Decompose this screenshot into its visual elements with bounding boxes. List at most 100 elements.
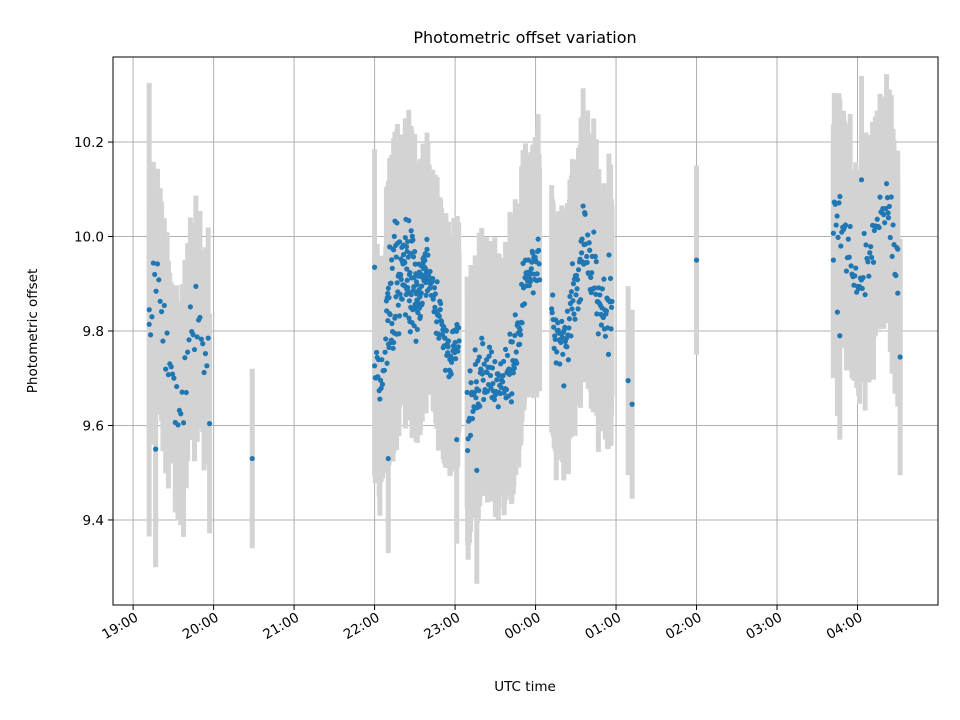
data-point xyxy=(377,396,383,402)
data-point xyxy=(178,411,184,417)
data-point xyxy=(411,323,417,329)
data-point xyxy=(391,339,397,346)
data-points xyxy=(146,177,903,473)
data-point xyxy=(465,447,471,454)
data-point xyxy=(464,389,470,396)
data-point xyxy=(414,297,420,303)
data-point xyxy=(206,421,213,427)
data-point xyxy=(599,286,605,292)
data-point xyxy=(160,338,166,344)
data-point xyxy=(860,274,866,281)
x-tick-label: 02:00 xyxy=(663,610,705,643)
data-point xyxy=(568,333,574,339)
data-point xyxy=(503,386,510,393)
data-point xyxy=(467,432,474,438)
data-point xyxy=(518,332,524,338)
data-point xyxy=(403,244,410,250)
data-point xyxy=(593,259,599,265)
data-point xyxy=(434,279,440,285)
data-point xyxy=(591,229,597,235)
data-point xyxy=(397,291,403,297)
data-point xyxy=(377,377,384,383)
data-point xyxy=(587,247,593,253)
data-point xyxy=(201,369,207,376)
data-point xyxy=(861,230,867,237)
data-point xyxy=(893,272,899,279)
data-point xyxy=(837,333,843,339)
data-point xyxy=(382,349,388,355)
data-point xyxy=(435,331,442,337)
data-point xyxy=(551,345,557,351)
data-point xyxy=(400,252,407,258)
data-point xyxy=(588,274,594,281)
data-point xyxy=(154,261,161,267)
data-point xyxy=(411,284,417,290)
data-point xyxy=(396,239,403,245)
error-bars xyxy=(146,74,903,584)
data-point xyxy=(517,341,523,347)
data-point xyxy=(484,369,490,376)
data-point xyxy=(443,328,449,334)
data-point xyxy=(526,282,532,289)
data-point xyxy=(509,391,515,397)
data-point xyxy=(885,215,892,221)
data-point xyxy=(496,373,502,379)
data-point xyxy=(536,277,543,283)
data-point xyxy=(408,228,414,234)
data-point xyxy=(488,349,495,355)
data-point xyxy=(150,260,156,266)
data-point xyxy=(158,309,165,315)
data-point xyxy=(582,211,588,217)
data-point xyxy=(578,250,585,256)
data-point xyxy=(487,372,494,379)
data-point xyxy=(888,194,894,200)
data-point xyxy=(467,368,473,374)
data-point xyxy=(536,247,542,253)
data-point xyxy=(835,234,841,241)
data-point xyxy=(481,361,487,367)
data-point xyxy=(193,283,199,289)
data-point xyxy=(474,467,480,473)
data-point xyxy=(564,344,570,350)
data-point xyxy=(419,302,425,308)
data-point xyxy=(187,304,193,310)
data-point xyxy=(417,313,424,319)
data-point xyxy=(574,286,580,292)
data-point xyxy=(190,332,196,338)
data-point xyxy=(693,257,700,263)
data-point xyxy=(508,399,514,405)
data-point xyxy=(404,266,410,272)
data-point xyxy=(569,261,576,267)
data-point xyxy=(472,347,478,353)
x-tick-label: 21:00 xyxy=(260,610,302,643)
data-point xyxy=(847,223,853,230)
data-point xyxy=(549,306,555,312)
data-point xyxy=(424,246,430,252)
data-point xyxy=(549,310,555,316)
data-point xyxy=(386,295,392,301)
data-point xyxy=(598,322,604,328)
data-point xyxy=(436,313,442,319)
data-point xyxy=(601,276,607,282)
data-point xyxy=(536,261,542,267)
data-point xyxy=(554,349,560,355)
data-point xyxy=(571,311,577,317)
data-point xyxy=(486,353,492,359)
data-point xyxy=(393,254,399,260)
data-point xyxy=(179,389,185,395)
data-point xyxy=(157,298,163,304)
data-point xyxy=(387,311,393,318)
x-axis-ticks: 19:00 20:00 21:00 22:00 23:00 00:00 01:00 02:00… xyxy=(99,605,866,643)
data-point xyxy=(442,335,448,341)
y-tick-label: 9.6 xyxy=(83,418,104,434)
data-point xyxy=(570,281,577,287)
data-point xyxy=(521,301,528,307)
data-point xyxy=(183,389,189,396)
data-point xyxy=(550,292,556,298)
x-tick-label: 03:00 xyxy=(743,610,785,643)
data-point xyxy=(514,360,520,366)
data-point xyxy=(146,307,152,313)
data-point xyxy=(501,358,507,365)
data-point xyxy=(404,277,410,283)
data-point xyxy=(830,257,836,263)
